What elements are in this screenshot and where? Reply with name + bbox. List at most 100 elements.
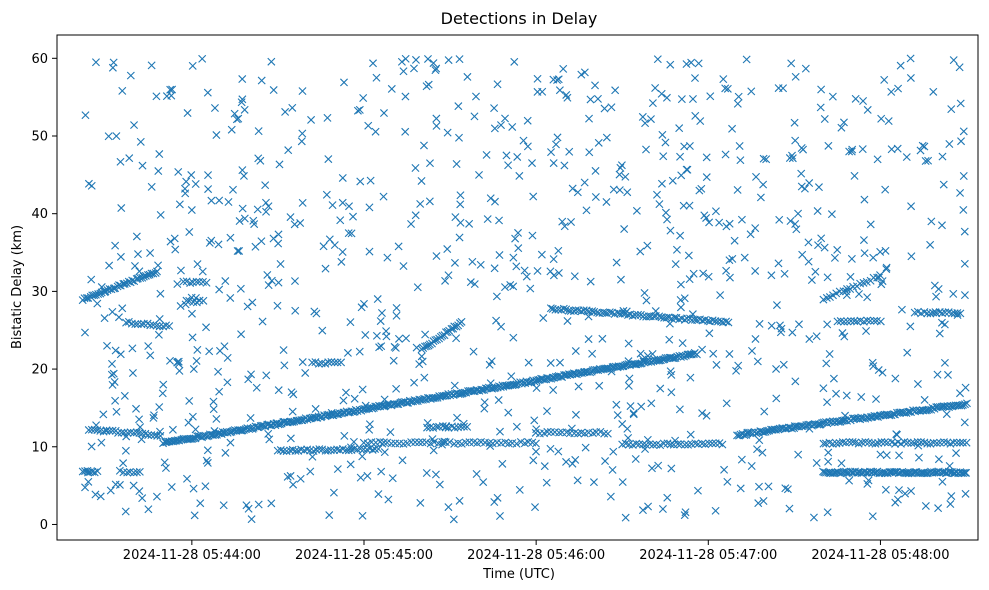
data-point xyxy=(754,499,763,508)
data-point xyxy=(399,262,408,271)
data-point xyxy=(798,250,807,259)
data-point xyxy=(432,114,441,123)
data-point xyxy=(431,66,440,75)
track-point xyxy=(196,432,205,441)
data-point xyxy=(549,271,558,280)
data-point xyxy=(125,154,134,163)
data-point xyxy=(365,420,374,429)
data-point xyxy=(860,249,869,258)
track-point xyxy=(833,317,842,326)
data-point xyxy=(676,303,685,312)
data-point xyxy=(601,457,610,466)
data-point xyxy=(490,264,499,273)
data-point xyxy=(262,371,271,380)
y-tick-label: 40 xyxy=(31,207,48,222)
data-point xyxy=(947,492,956,501)
track-point xyxy=(128,276,137,285)
data-point xyxy=(358,452,367,461)
data-point xyxy=(794,320,803,329)
data-point xyxy=(584,335,593,344)
data-point xyxy=(187,206,196,215)
data-point xyxy=(138,161,147,170)
data-point xyxy=(265,435,274,444)
data-point xyxy=(252,383,261,392)
track-point xyxy=(109,284,118,293)
data-point xyxy=(107,370,116,379)
data-point xyxy=(182,177,191,186)
data-point xyxy=(737,455,746,464)
data-point xyxy=(253,205,262,214)
data-point xyxy=(837,123,846,132)
data-point xyxy=(298,198,307,207)
data-point xyxy=(97,438,106,447)
data-point xyxy=(346,460,355,469)
data-point xyxy=(514,244,523,253)
track-point xyxy=(305,414,314,423)
track-point xyxy=(698,439,707,448)
data-point xyxy=(887,87,896,96)
data-point xyxy=(823,320,832,329)
data-point xyxy=(624,339,633,348)
data-point xyxy=(350,394,359,403)
track-point xyxy=(445,438,454,447)
data-point xyxy=(702,153,711,162)
data-point xyxy=(262,207,271,216)
data-point xyxy=(198,54,207,63)
data-point xyxy=(817,234,826,243)
data-point xyxy=(96,492,105,501)
data-point xyxy=(423,54,432,63)
data-point xyxy=(118,304,127,313)
data-point xyxy=(238,166,247,175)
data-point xyxy=(432,121,441,130)
data-point xyxy=(705,218,714,227)
data-point xyxy=(751,224,760,233)
data-point xyxy=(562,90,571,99)
track-point xyxy=(199,296,208,305)
data-point xyxy=(823,398,832,407)
data-point xyxy=(725,273,734,282)
data-point xyxy=(736,156,745,165)
data-point xyxy=(205,238,214,247)
data-point xyxy=(672,245,681,254)
data-point xyxy=(593,94,602,103)
y-tick-label: 60 xyxy=(31,52,48,67)
data-point xyxy=(615,170,624,179)
data-point xyxy=(956,188,965,197)
data-point xyxy=(307,115,316,124)
data-point xyxy=(756,193,765,202)
data-point xyxy=(787,59,796,68)
data-point xyxy=(762,155,771,164)
data-point xyxy=(490,104,499,113)
data-point xyxy=(529,456,538,465)
data-point xyxy=(902,153,911,162)
track-point xyxy=(90,468,99,477)
data-point xyxy=(286,434,295,443)
track-point xyxy=(144,431,153,440)
data-point xyxy=(392,384,401,393)
data-point xyxy=(812,458,821,467)
track-point xyxy=(380,402,389,411)
track-point xyxy=(958,400,967,409)
data-point xyxy=(933,370,942,379)
track-point xyxy=(193,432,202,441)
track-point xyxy=(708,439,717,448)
data-point xyxy=(786,216,795,225)
track-point xyxy=(869,273,878,282)
data-point xyxy=(358,385,367,394)
track-point xyxy=(324,358,333,367)
data-point xyxy=(571,455,580,464)
data-point xyxy=(493,493,502,502)
track-point xyxy=(423,423,432,432)
data-point xyxy=(920,395,929,404)
data-point xyxy=(742,55,751,64)
data-point xyxy=(230,109,239,118)
track-point xyxy=(616,362,625,371)
data-point xyxy=(554,447,563,456)
data-point xyxy=(814,241,823,250)
data-point xyxy=(618,478,627,487)
data-point xyxy=(333,465,342,474)
data-point xyxy=(493,80,502,89)
track-point xyxy=(911,468,920,477)
data-point xyxy=(144,342,153,351)
data-point xyxy=(456,191,465,200)
